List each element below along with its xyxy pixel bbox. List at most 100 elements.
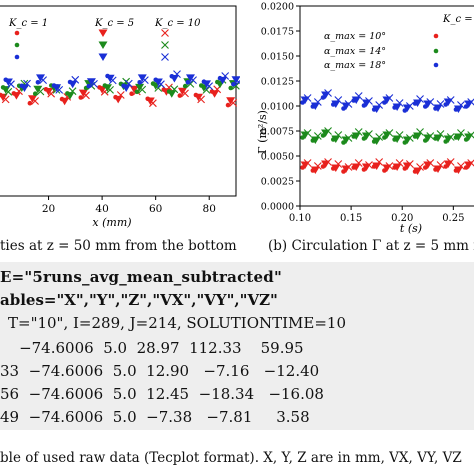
right-point <box>436 130 445 138</box>
right-point <box>313 132 322 140</box>
left-point <box>39 76 48 84</box>
left-point <box>165 83 173 92</box>
right-point <box>351 163 361 171</box>
left-point <box>169 75 179 83</box>
right-point <box>433 104 443 112</box>
left-point <box>116 91 125 99</box>
right-ytick-label: 0.0200 <box>261 2 294 13</box>
left-point <box>27 100 33 106</box>
right-point <box>385 129 394 137</box>
left-point <box>181 89 189 98</box>
left-legend-header-1: K_c = 1 <box>8 18 48 29</box>
right-point <box>413 99 423 107</box>
right-ytick-label: 0.0025 <box>261 177 294 188</box>
right-point <box>405 134 414 142</box>
right-point <box>453 105 463 113</box>
right-chart: 0.0000 0.0025 0.0050 0.0075 0.0100 0.0125 0.01… <box>256 2 474 234</box>
right-point <box>303 129 312 137</box>
right-point <box>372 162 382 170</box>
right-point <box>331 164 341 172</box>
right-point <box>344 163 353 171</box>
left-xlabel: x (mm) <box>92 216 131 229</box>
right-ytick-label: 0.0150 <box>261 52 294 63</box>
left-point <box>1 95 10 104</box>
left-legend-marker <box>161 53 169 61</box>
right-ytick-label: 0.0100 <box>261 102 294 113</box>
left-point <box>189 76 197 84</box>
code-line-zone: T="10", I=289, J=214, SOLUTIONTIME=10 <box>8 314 347 332</box>
left-point <box>234 78 240 86</box>
right-point <box>457 162 465 170</box>
left-point <box>225 102 231 108</box>
right-point <box>372 105 382 113</box>
right-point <box>433 165 443 173</box>
right-point <box>395 131 404 139</box>
left-point <box>129 91 134 96</box>
left-point <box>140 76 149 84</box>
right-ylabel: Γ (m²/s) <box>256 110 269 154</box>
left-point <box>173 70 181 78</box>
code-line-row-2: 33 −74.6006 5.0 12.90 −7.16 −12.40 <box>0 362 320 380</box>
right-point <box>351 132 361 140</box>
code-line-row-4: 49 −74.6006 5.0 −7.38 −7.81 3.58 <box>0 408 310 426</box>
left-point <box>31 97 39 105</box>
left-point <box>170 85 179 94</box>
right-ytick-label: 0.0075 <box>261 127 294 138</box>
right-legend-label: α_max = 18° <box>324 60 386 71</box>
left-xtick-label: 20 <box>42 203 55 215</box>
code-line-row-1: −74.6006 5.0 28.97 112.33 59.95 <box>0 339 304 357</box>
left-point <box>218 76 228 85</box>
right-point <box>331 100 341 108</box>
right-point <box>433 134 443 142</box>
right-xtick-label: 0.15 <box>340 213 362 224</box>
right-point <box>365 97 373 105</box>
right-point <box>375 101 384 109</box>
left-legend-marker <box>14 54 20 60</box>
right-point <box>453 166 463 174</box>
left-legend-header-3: K_c = 10 <box>154 18 201 29</box>
left-point <box>182 83 188 89</box>
left-point <box>138 85 147 94</box>
left-point <box>137 80 142 85</box>
right-point <box>324 127 332 135</box>
left-point <box>210 90 220 98</box>
right-point <box>354 128 363 136</box>
right-ytick-label: 0.0175 <box>261 27 294 38</box>
left-point <box>23 79 31 88</box>
left-point <box>78 95 84 100</box>
left-point <box>185 80 191 85</box>
right-point <box>453 133 463 141</box>
right-point <box>392 163 402 171</box>
left-legend-marker <box>161 29 169 37</box>
left-point <box>231 81 236 87</box>
left-point <box>60 97 70 106</box>
left-point <box>35 80 41 85</box>
left-point <box>197 95 205 104</box>
left-point <box>82 91 90 100</box>
right-point <box>334 96 343 104</box>
code-line-title: E="5runs_avg_mean_subtracted" <box>0 268 282 286</box>
right-point <box>375 133 384 141</box>
left-legend-marker <box>98 29 108 37</box>
left-xtick-label: 40 <box>95 203 108 215</box>
right-point <box>392 103 402 111</box>
code-line-row-3: 56 −74.6006 5.0 12.45 −18.34 −16.08 <box>0 385 324 403</box>
left-xtick-label: 60 <box>149 203 162 215</box>
left-point <box>86 83 92 89</box>
right-point <box>436 161 445 169</box>
right-point <box>365 130 373 138</box>
right-point <box>365 161 373 169</box>
right-ytick-label: 0.0000 <box>261 202 294 213</box>
right-point <box>446 158 455 166</box>
right-point <box>351 96 361 104</box>
right-point <box>416 128 424 136</box>
right-point <box>354 159 363 167</box>
left-point <box>154 84 163 92</box>
right-point <box>331 135 341 143</box>
left-chart: 20 40 60 80 K_c = 1 K_c = 5 K_c = 10 x (mm) <box>0 5 240 229</box>
left-caption: ties at z = 50 mm from the bottom <box>0 238 237 254</box>
left-legend-marker <box>98 53 108 61</box>
right-point <box>395 99 404 107</box>
right-legend-label: α_max = 14° <box>324 46 386 57</box>
left-point <box>134 89 140 95</box>
